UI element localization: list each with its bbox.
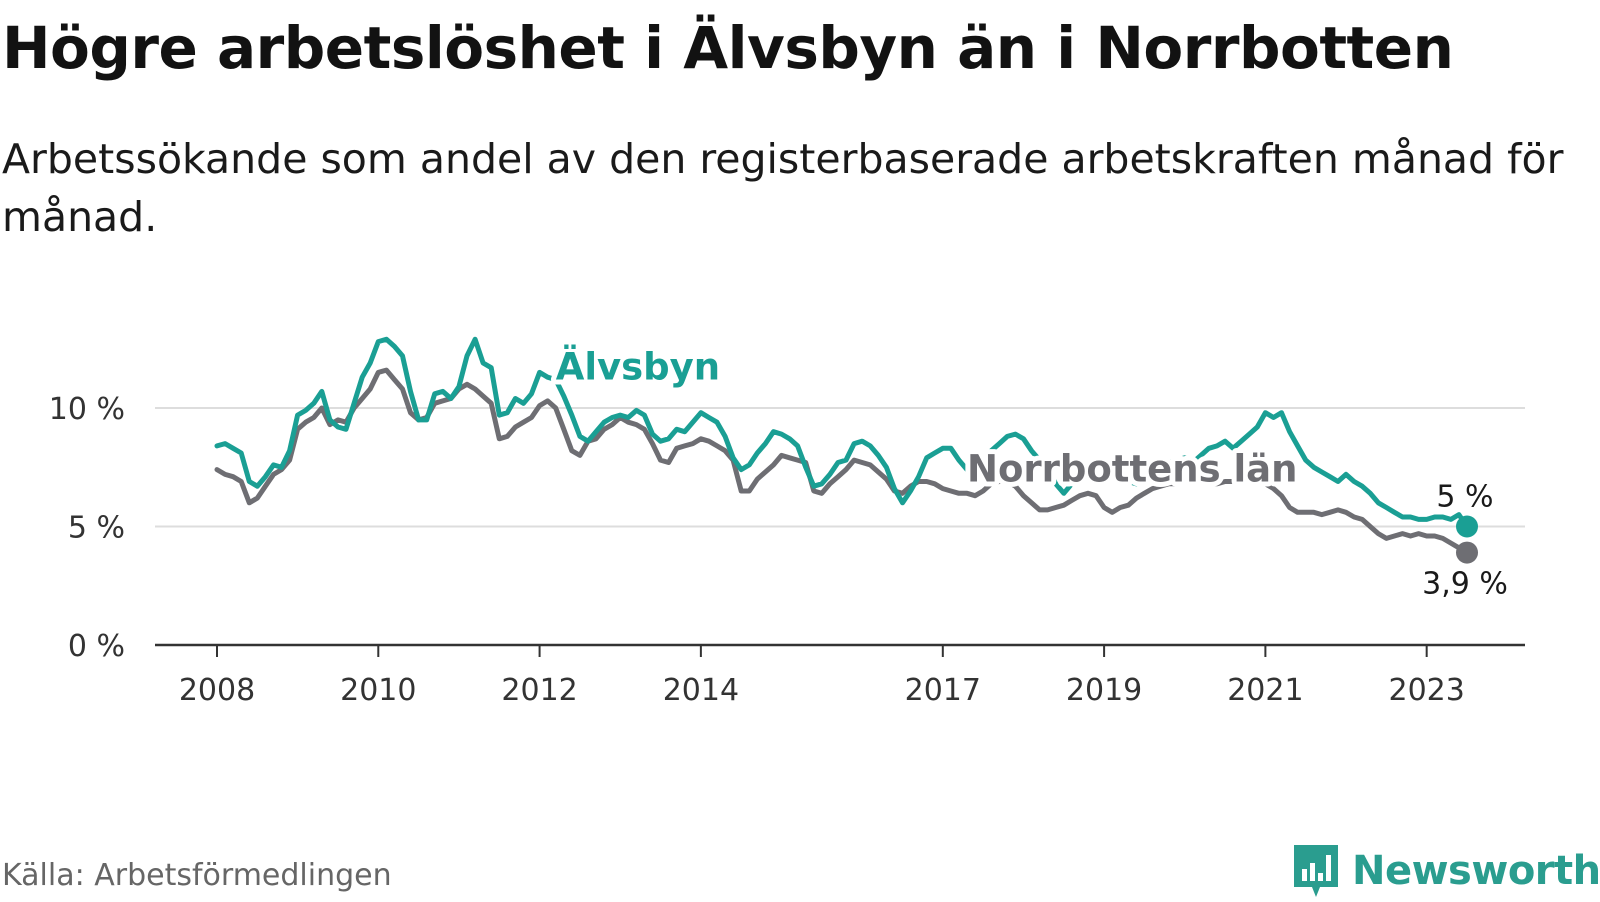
x-tick-label-2012: 2012: [501, 673, 577, 708]
source-note: Källa: Arbetsförmedlingen: [2, 858, 392, 893]
y-tick-label-10: 10 %: [49, 392, 125, 427]
series-line-alvsbyn: [214, 336, 1470, 529]
brand-name: Newsworthy: [1352, 848, 1600, 894]
x-tick-label-2010: 2010: [340, 673, 416, 708]
series-label-alvsbyn: Älvsbyn: [556, 345, 720, 389]
y-tick-label-5: 5 %: [68, 511, 125, 546]
end-point-norrbotten: [1456, 541, 1478, 564]
x-tick-label-2017: 2017: [905, 673, 981, 708]
newsworthy-icon: [1294, 845, 1338, 897]
x-tick-label-2008: 2008: [179, 673, 255, 708]
chart-title: Högre arbetslöshet i Älvsbyn än i Norrbo…: [2, 14, 1454, 82]
end-point-alvsbyn: [1456, 515, 1478, 538]
y-tick-label-0: 0 %: [68, 629, 125, 664]
end-label-norrbotten: 3,9 %: [1422, 567, 1508, 602]
chart-subtitle: Arbetssökande som andel av den registerb…: [2, 135, 1564, 241]
brand-logo[interactable]: Newsworthy: [1290, 840, 1600, 902]
x-tick-label-2014: 2014: [663, 673, 739, 708]
series-label-norrbotten: Norrbottens län: [967, 447, 1298, 490]
x-tick-label-2019: 2019: [1066, 673, 1142, 708]
x-tick-label-2023: 2023: [1388, 673, 1464, 708]
end-label-alvsbyn: 5 %: [1436, 480, 1493, 515]
x-tick-label-2021: 2021: [1227, 673, 1303, 708]
